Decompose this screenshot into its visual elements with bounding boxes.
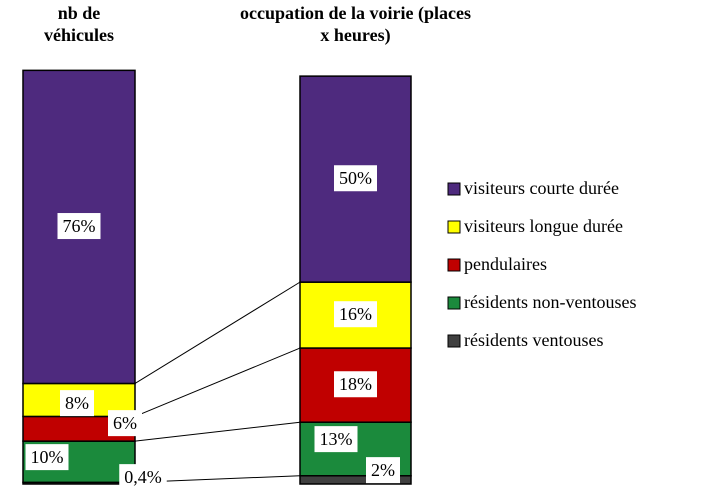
value-label-text: 6%: [113, 413, 137, 433]
value-label-text: 76%: [63, 216, 96, 236]
value-label-text: 2%: [371, 460, 395, 480]
value-label-box: [314, 426, 358, 453]
category-label: occupation de la voirie (places x heures…: [240, 3, 471, 45]
value-label: 13%: [314, 426, 358, 453]
legend-swatch: [447, 182, 461, 196]
value-label-box: [57, 213, 101, 240]
value-label-box: [334, 301, 377, 328]
value-label: 6%: [108, 410, 142, 437]
series-line: [134, 421, 301, 442]
value-label: 10%: [25, 444, 69, 471]
legend-label: visiteurs longue durée: [464, 216, 623, 236]
series-line: [134, 281, 301, 384]
value-label: 76%: [57, 213, 101, 240]
value-label: 16%: [334, 301, 377, 328]
value-label-text: 18%: [339, 374, 372, 394]
value-label: 18%: [334, 371, 377, 398]
value-label: 8%: [60, 390, 94, 417]
value-label: 50%: [334, 165, 377, 192]
value-label-text: 8%: [65, 393, 89, 413]
legend-label: résidents non-ventouses: [464, 292, 636, 312]
value-label-box: [60, 390, 94, 417]
value-label-text: 0,4%: [124, 467, 162, 487]
legend-swatch: [447, 220, 461, 234]
value-label-box: [108, 410, 142, 437]
legend-swatch: [447, 334, 461, 348]
value-label-box: [25, 444, 69, 471]
category-label: nb de véhicules: [44, 3, 114, 45]
value-label-box: [334, 165, 377, 192]
series-line: [134, 347, 301, 417]
legend-swatch: [447, 296, 461, 310]
value-label-box: [119, 464, 167, 487]
legend-swatch: [447, 258, 461, 272]
value-label: 0,4%: [119, 464, 167, 487]
value-label-text: 13%: [320, 429, 353, 449]
value-label-text: 10%: [31, 447, 64, 467]
legend-label: pendulaires: [464, 254, 547, 274]
value-label-text: 50%: [339, 168, 372, 188]
category-text: occupation de la voirie (places x heures…: [240, 3, 471, 45]
legend-label: visiteurs courte durée: [464, 178, 619, 198]
legend-label: résidents ventouses: [464, 330, 603, 350]
value-label-text: 16%: [339, 304, 372, 324]
category-text: nb de véhicules: [44, 3, 114, 45]
value-label-box: [366, 457, 400, 484]
value-label-box: [334, 371, 377, 398]
value-label: 2%: [366, 457, 400, 484]
